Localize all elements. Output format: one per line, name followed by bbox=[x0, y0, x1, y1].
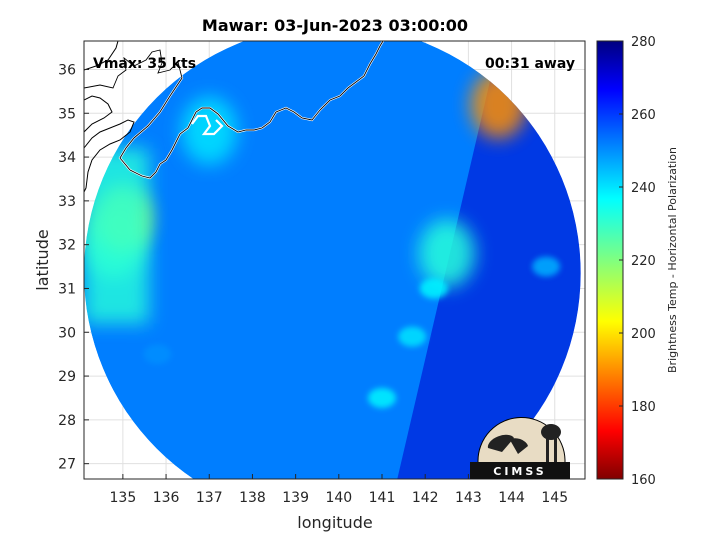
colorbar-label: Brightness Temp - Horizontal Polarizatio… bbox=[666, 147, 679, 373]
colorbar-ticks: 160 180 200 220 240 260 280 bbox=[619, 35, 656, 488]
coastline-shikoku bbox=[84, 119, 135, 193]
swath-feature bbox=[368, 387, 397, 408]
logo-antenna-icon bbox=[487, 434, 514, 452]
y-tick-label: 30 bbox=[58, 325, 76, 341]
colorbar-tick-label: 200 bbox=[631, 327, 656, 342]
y-tick-label: 29 bbox=[58, 369, 76, 385]
coastline-kii bbox=[84, 95, 113, 133]
colorbar: 160 180 200 220 240 260 280 Brightness Temp - … bbox=[596, 35, 679, 488]
x-axis: 135 136 137 138 139 140 141 142 143 144 145 bbox=[110, 474, 568, 506]
x-tick-label: 137 bbox=[196, 490, 223, 506]
swath-feature bbox=[419, 278, 448, 299]
y-tick-label: 36 bbox=[58, 62, 76, 78]
x-tick-label: 141 bbox=[369, 490, 396, 506]
cimss-logo: CIMSS bbox=[470, 417, 570, 479]
colorbar-tick-label: 160 bbox=[631, 473, 656, 488]
y-tick-label: 28 bbox=[58, 413, 76, 429]
colorbar-tick-label: 260 bbox=[631, 108, 656, 123]
y-tick-label: 34 bbox=[58, 150, 76, 166]
coastline bbox=[84, 41, 384, 193]
logo-tower-leg bbox=[546, 438, 549, 464]
x-tick-label: 144 bbox=[498, 490, 525, 506]
swath-feature bbox=[532, 256, 561, 277]
logo-banner bbox=[470, 462, 570, 479]
swath-features bbox=[84, 70, 561, 408]
swath-feature bbox=[143, 344, 172, 365]
y-tick-label: 31 bbox=[58, 281, 76, 297]
x-tick-label: 145 bbox=[541, 490, 568, 506]
logo-dish-icon bbox=[510, 438, 528, 454]
x-tick-label: 136 bbox=[153, 490, 180, 506]
y-axis-label: latitude bbox=[33, 229, 52, 290]
coastline-bay bbox=[191, 114, 224, 136]
y-tick-label: 35 bbox=[58, 106, 76, 122]
plot-area: 135 136 137 138 139 140 141 142 143 144 145 27 28 29… bbox=[58, 40, 586, 506]
y-axis: 27 28 29 30 31 32 33 34 35 36 bbox=[58, 62, 89, 473]
swath-feature bbox=[398, 326, 427, 347]
logo-tower-tank-icon bbox=[541, 424, 561, 440]
y-tick-label: 27 bbox=[58, 457, 76, 473]
colorbar-tick-label: 240 bbox=[631, 181, 656, 196]
x-axis-label: longitude bbox=[297, 513, 372, 532]
logo-text: CIMSS bbox=[493, 465, 546, 478]
colorbar-tick-label: 220 bbox=[631, 254, 656, 269]
coastline-north bbox=[84, 41, 119, 71]
time-away-annotation: 00:31 away bbox=[485, 56, 575, 72]
x-tick-label: 135 bbox=[110, 490, 137, 506]
vmax-annotation: Vmax: 35 kts bbox=[93, 56, 196, 72]
x-tick-label: 142 bbox=[412, 490, 439, 506]
plot-frame bbox=[83, 40, 586, 480]
colorbar-gradient bbox=[596, 40, 624, 480]
y-tick-label: 33 bbox=[58, 194, 76, 210]
chart-title: Mawar: 03-Jun-2023 03:00:00 bbox=[202, 16, 468, 35]
x-tick-label: 143 bbox=[455, 490, 482, 506]
swath-feature bbox=[418, 219, 475, 288]
logo-tower-leg bbox=[554, 438, 557, 464]
y-tick-label: 32 bbox=[58, 238, 76, 254]
x-tick-label: 139 bbox=[282, 490, 309, 506]
coastline-honshu-outline bbox=[84, 41, 384, 179]
colorbar-tick-label: 280 bbox=[631, 35, 656, 50]
x-tick-label: 140 bbox=[325, 490, 352, 506]
colorbar-tick-label: 180 bbox=[631, 400, 656, 415]
x-tick-label: 138 bbox=[239, 490, 266, 506]
